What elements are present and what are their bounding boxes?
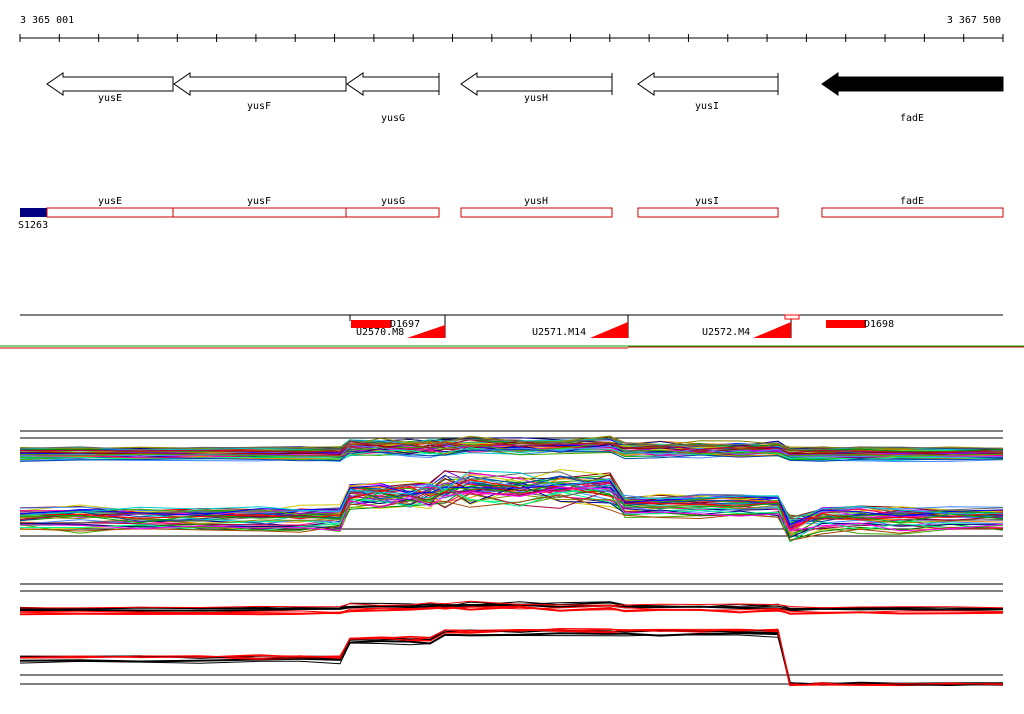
ruler-ticks xyxy=(19,34,1004,42)
profile-line-lower xyxy=(19,468,1004,521)
expression-profiles-panel-selected xyxy=(19,583,1004,687)
profile-line-lower xyxy=(19,470,1004,522)
coordinate-ruler: 3 365 001 3 367 500 xyxy=(19,15,1004,42)
annotation-box-yusG[interactable] xyxy=(345,207,440,218)
marker-block-S1263[interactable] xyxy=(20,208,47,217)
region-block-D1698[interactable] xyxy=(826,320,866,328)
gene-label-yusF: yusF xyxy=(247,101,271,112)
profile-line-lower xyxy=(19,494,1004,542)
gene-label-yusI: yusI xyxy=(695,101,719,112)
region-label-D1697: D1697 xyxy=(390,319,420,330)
selected-profile-lower xyxy=(19,628,1004,686)
profile-lines-all xyxy=(19,435,1004,543)
region-small-box[interactable] xyxy=(784,314,800,320)
profile-line-upper xyxy=(19,448,1004,462)
selected-profile-upper xyxy=(19,601,1004,610)
selected-profile-lower xyxy=(19,628,1004,686)
profile-line-lower xyxy=(19,482,1004,538)
profile-line-upper xyxy=(20,439,1004,454)
region-ramp-U2570[interactable] xyxy=(407,325,445,338)
gene-arrow-yusI[interactable] xyxy=(637,72,779,96)
gene-arrow-yusF[interactable] xyxy=(173,72,347,96)
region-ramp-U2572[interactable] xyxy=(753,322,791,338)
annotation-box-yusH[interactable] xyxy=(460,207,613,218)
gene-label-yusG: yusG xyxy=(381,113,405,124)
ruler-start-label: 3 365 001 xyxy=(20,15,74,26)
ruler-end-label: 3 367 500 xyxy=(947,15,1001,26)
region-ramp-U2571[interactable] xyxy=(590,322,628,338)
profile-line-lower xyxy=(20,487,1004,543)
annotation-label-yusG: yusG xyxy=(381,196,405,207)
annotation-box-fadE[interactable] xyxy=(821,207,1004,218)
profile-line-lower xyxy=(19,488,1004,532)
annotation-box-track: S1263 yusE yusF yusG yusH yusI fadE xyxy=(18,196,1004,231)
selected-profile-upper xyxy=(19,605,1003,615)
selected-profile-lower xyxy=(19,632,1004,686)
region-label-U2570: U2570.M8 xyxy=(356,327,404,338)
gene-arrow-yusE[interactable] xyxy=(46,72,174,96)
region-label-U2571: U2571.M14 xyxy=(532,327,586,338)
gene-label-fadE: fadE xyxy=(900,113,924,124)
selected-profile-upper xyxy=(19,605,1004,614)
profile-line-upper xyxy=(19,437,1003,451)
region-label-D1698: D1698 xyxy=(864,319,894,330)
region-label-U2572: U2572.M4 xyxy=(702,327,750,338)
profile-line-lower xyxy=(19,475,1004,523)
profile-line-lower xyxy=(19,480,1004,526)
annotation-box-yusE[interactable] xyxy=(46,207,174,218)
gene-label-yusE: yusE xyxy=(98,93,122,104)
profile-line-upper xyxy=(19,442,1004,457)
profile-line-lower xyxy=(19,488,1004,525)
profile-line-lower xyxy=(19,487,1004,532)
expression-profiles-panel-all xyxy=(19,430,1004,543)
profile-line-upper xyxy=(19,447,1004,460)
annotation-box-yusF[interactable] xyxy=(172,207,347,218)
regions-track: D1697 U2570.M8 U2571.M14 U2572.M4 D1698 xyxy=(0,314,1024,349)
gene-arrow-yusH[interactable] xyxy=(460,72,613,96)
gene-arrow-yusG[interactable] xyxy=(346,72,440,96)
annotation-label-yusE: yusE xyxy=(98,196,122,207)
selected-profile-upper xyxy=(20,600,1004,609)
annotation-label-yusH: yusH xyxy=(524,196,548,207)
region-block-D1697[interactable] xyxy=(351,320,391,328)
gene-label-yusH: yusH xyxy=(524,93,548,104)
annotation-label-yusF: yusF xyxy=(247,196,271,207)
annotation-label-fadE: fadE xyxy=(900,196,924,207)
annotation-label-yusI: yusI xyxy=(695,196,719,207)
gene-arrow-track: yusE yusF yusG yusH yusI fadE xyxy=(46,72,1004,124)
annotation-box-yusI[interactable] xyxy=(637,207,779,218)
gene-arrow-fadE[interactable] xyxy=(821,72,1004,96)
marker-label-S1263: S1263 xyxy=(18,220,48,231)
profile-lines-selected xyxy=(19,600,1004,687)
